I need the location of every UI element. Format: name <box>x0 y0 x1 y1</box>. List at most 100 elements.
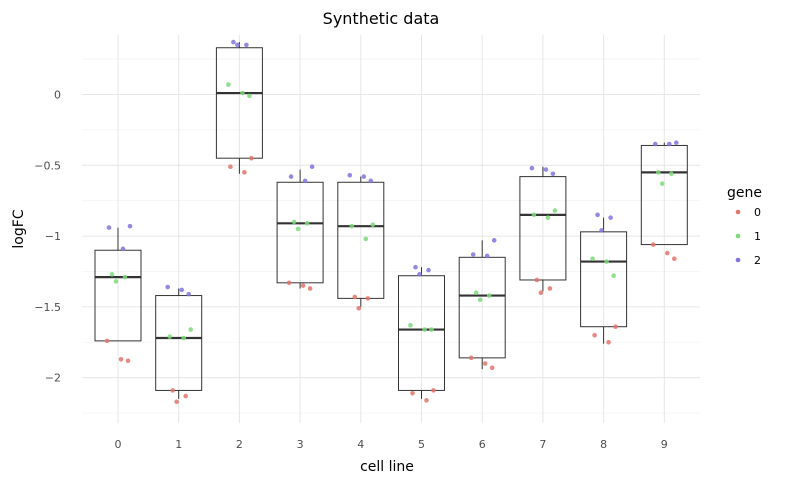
data-point-gene-1 <box>473 290 479 296</box>
data-point-gene-0 <box>286 280 292 286</box>
legend-title: gene <box>727 185 762 201</box>
boxes <box>94 42 688 399</box>
box-rect <box>215 47 263 159</box>
y-tick-label: −1 <box>45 230 61 243</box>
data-point-gene-0 <box>410 390 415 396</box>
jitter-points <box>104 39 679 405</box>
data-point-gene-2 <box>674 140 679 145</box>
data-point-gene-2 <box>599 228 604 233</box>
data-point-gene-1 <box>552 208 558 213</box>
data-point-gene-2 <box>608 215 613 220</box>
legend-key-1 <box>735 233 741 239</box>
x-axis-title: cell line <box>360 459 414 475</box>
data-point-gene-0 <box>249 155 254 161</box>
legend-label-2: 2 <box>754 254 761 267</box>
data-point-gene-1 <box>226 82 231 87</box>
x-tick-label: 5 <box>418 438 425 451</box>
data-point-gene-2 <box>361 174 367 179</box>
data-point-gene-2 <box>413 264 418 270</box>
data-point-gene-0 <box>424 398 429 403</box>
chart-title: Synthetic data <box>323 9 440 28</box>
x-tick-label: 7 <box>539 438 546 451</box>
data-point-gene-1 <box>113 279 119 284</box>
data-point-gene-1 <box>422 327 427 332</box>
data-point-gene-0 <box>356 305 362 311</box>
data-point-gene-2 <box>426 267 431 273</box>
y-tick-label: −2 <box>45 372 61 385</box>
data-point-gene-0 <box>104 338 110 344</box>
data-point-gene-0 <box>482 361 488 366</box>
x-axis-ticks: 0 1 2 3 4 5 6 7 8 9 <box>115 438 668 451</box>
data-point-gene-1 <box>545 215 551 220</box>
box-2 <box>215 42 263 174</box>
data-point-gene-0 <box>538 290 544 296</box>
data-point-gene-1 <box>604 259 609 264</box>
data-point-gene-1 <box>122 274 128 280</box>
data-point-gene-2 <box>106 225 112 230</box>
data-point-gene-0 <box>307 286 313 291</box>
x-tick-label: 6 <box>479 438 486 451</box>
y-tick-label: −1.5 <box>34 301 61 314</box>
data-point-gene-1 <box>109 272 115 277</box>
data-point-gene-2 <box>127 223 133 229</box>
data-point-gene-1 <box>363 236 369 242</box>
data-point-gene-0 <box>118 356 124 362</box>
legend-key-2 <box>735 257 741 263</box>
data-point-gene-0 <box>125 358 131 363</box>
data-point-gene-0 <box>242 170 247 175</box>
box-6 <box>458 240 506 370</box>
data-point-gene-0 <box>468 355 474 361</box>
data-point-gene-2 <box>484 253 490 259</box>
y-tick-label: 0 <box>54 88 61 101</box>
x-tick-label: 9 <box>661 438 668 451</box>
grid <box>82 35 700 423</box>
x-tick-label: 3 <box>297 438 304 451</box>
data-point-gene-0 <box>352 294 358 300</box>
data-point-gene-0 <box>489 365 495 371</box>
data-point-gene-2 <box>165 284 170 290</box>
box-8 <box>580 217 628 344</box>
data-point-gene-1 <box>531 212 537 218</box>
data-point-gene-2 <box>288 174 294 179</box>
data-point-gene-2 <box>653 141 658 147</box>
legend-key-0 <box>735 209 741 215</box>
data-point-gene-1 <box>486 293 492 298</box>
x-tick-label: 0 <box>115 438 122 451</box>
data-point-gene-2 <box>491 238 497 243</box>
data-point-gene-0 <box>431 388 436 393</box>
data-point-gene-1 <box>429 327 434 332</box>
x-tick-label: 8 <box>600 438 607 451</box>
data-point-gene-0 <box>228 164 233 169</box>
data-point-gene-1 <box>188 327 193 332</box>
data-point-gene-0 <box>547 286 553 291</box>
data-point-gene-0 <box>665 250 670 256</box>
data-point-gene-0 <box>183 393 188 399</box>
data-point-gene-2 <box>347 172 353 178</box>
data-point-gene-2 <box>235 42 240 48</box>
box-rect <box>155 295 203 391</box>
x-tick-label: 4 <box>357 438 364 451</box>
data-point-gene-1 <box>669 171 674 177</box>
box-0 <box>94 227 142 342</box>
data-point-gene-2 <box>186 291 191 297</box>
data-point-gene-1 <box>370 222 376 228</box>
box-rect <box>580 231 628 328</box>
box-4 <box>337 176 385 307</box>
data-point-gene-2 <box>179 287 184 293</box>
box-7 <box>519 166 567 292</box>
box-5 <box>398 267 445 399</box>
data-point-gene-2 <box>667 141 672 147</box>
data-point-gene-2 <box>550 171 556 177</box>
data-point-gene-2 <box>470 252 476 257</box>
box-rect <box>94 249 142 342</box>
box-rect <box>398 275 445 391</box>
x-tick-label: 1 <box>175 438 182 451</box>
x-tick-label: 2 <box>236 438 243 451</box>
data-point-gene-1 <box>477 297 483 303</box>
data-point-gene-0 <box>534 277 540 283</box>
box-rect <box>458 256 506 359</box>
data-point-gene-2 <box>309 164 315 169</box>
data-point-gene-2 <box>120 246 126 252</box>
data-point-gene-1 <box>295 226 301 232</box>
